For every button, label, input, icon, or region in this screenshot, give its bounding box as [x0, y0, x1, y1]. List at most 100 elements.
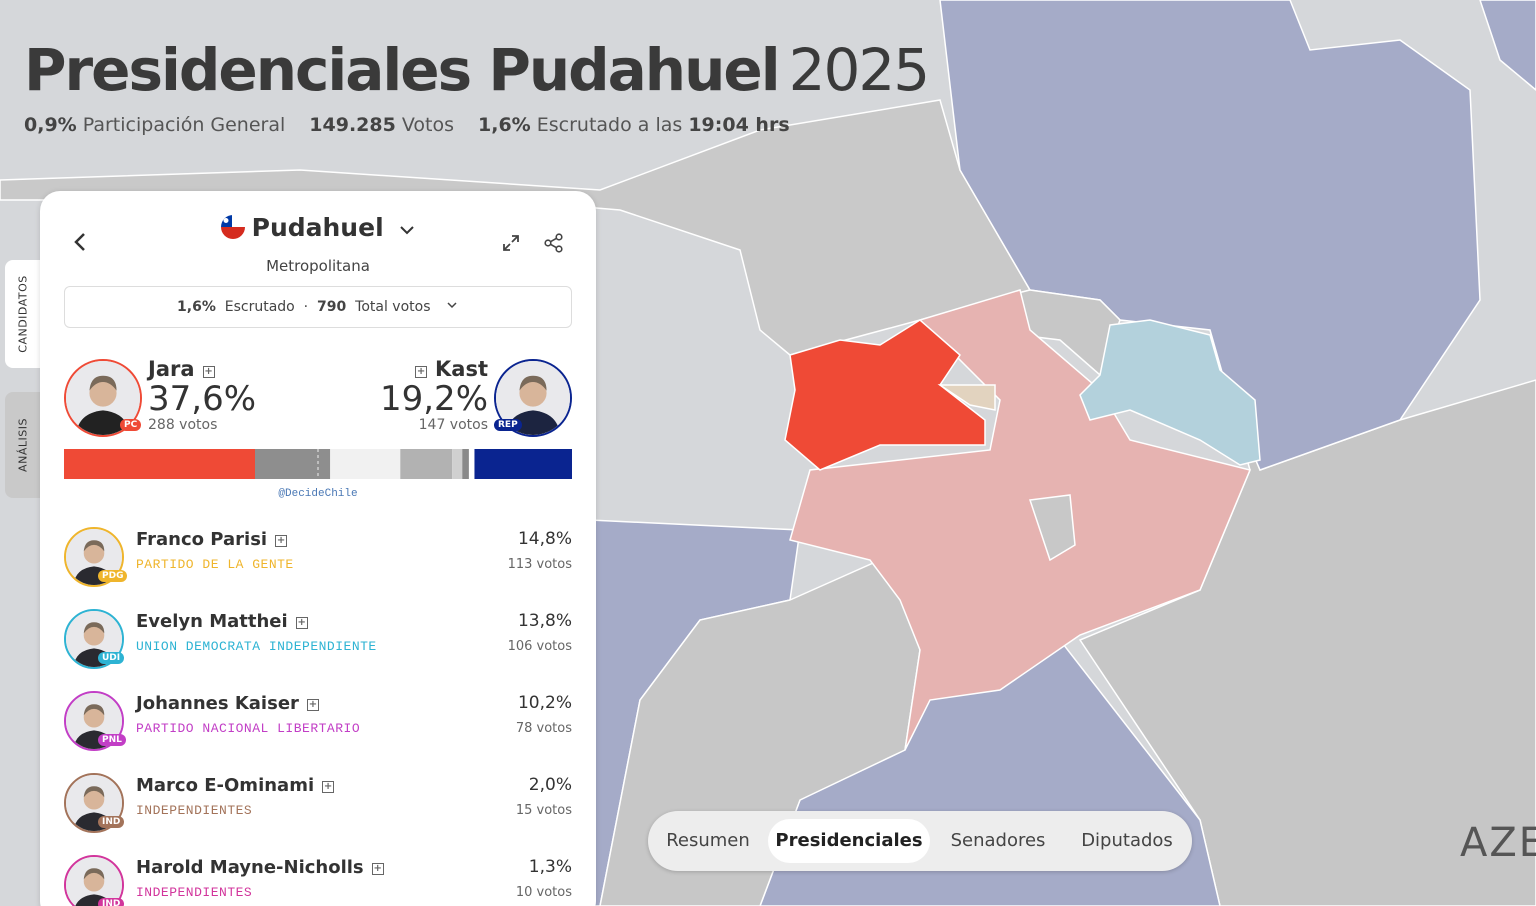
stat: 0,9% Participación General [24, 114, 285, 136]
candidate-row[interactable]: UDI Evelyn Matthei + UNION DEMOCRATA INDEPE… [64, 603, 572, 669]
stat: 149.285 Votos [309, 114, 454, 136]
portrait-hair [89, 375, 117, 391]
title-year: 2025 [788, 36, 931, 104]
separator: · [303, 299, 309, 315]
count-summary[interactable]: 1,6% Escrutado · 790 Total votos [64, 286, 572, 328]
total-label: Total votos [355, 299, 431, 315]
candidate-votes: 10 votos [515, 885, 572, 900]
candidate-percent: 13,8% [517, 611, 572, 631]
stat: 1,6% Escrutado a las 19:04 hrs [478, 114, 790, 136]
candidate-name: Franco Parisi [136, 529, 268, 550]
bar-segment [64, 449, 256, 479]
leader-name-row: Jara + [148, 357, 256, 381]
source-credit: @DecideChile [278, 488, 358, 500]
portrait-body [75, 410, 131, 435]
candidate-party: UNION DEMOCRATA INDEPENDIENTE [136, 639, 377, 654]
flag-icon [220, 215, 245, 239]
leader-info: Jara +37,6% 288 votos [148, 357, 256, 433]
stat-value: 149.285 [309, 114, 396, 136]
candidate-percent: 14,8% [517, 529, 572, 549]
portrait-hair [519, 375, 547, 391]
candidate-party: PARTIDO DE LA GENTE [136, 557, 294, 572]
nav-item[interactable]: Senadores [950, 830, 1046, 851]
leader-name-row: + Kast [380, 357, 488, 381]
stat-label: Participación General [82, 114, 286, 136]
candidate-votes: 113 votos [507, 557, 572, 572]
candidate-name: Johannes Kaiser [136, 693, 299, 714]
watermark: AZE [1460, 820, 1536, 866]
tab-analysis[interactable]: ANÁLISIS [5, 392, 40, 498]
expand-icon[interactable]: + [306, 699, 319, 711]
party-badge: PC [120, 419, 142, 431]
stat-time: 19:04 hrs [688, 114, 790, 136]
dropdown-icon [447, 302, 457, 309]
leader-votes: 288 votos [148, 417, 218, 433]
party-badge: IND [98, 816, 125, 828]
candidate-percent: 10,2% [517, 693, 572, 713]
portrait-head [83, 871, 105, 892]
stat-value: 0,9% [24, 114, 77, 136]
back-button[interactable] [70, 231, 90, 253]
candidate-name-row: Franco Parisi + [136, 529, 288, 550]
vote-bar [64, 449, 572, 479]
candidate-row[interactable]: IND Harold Mayne-Nicholls + INDEPENDIENTES 1… [64, 849, 572, 906]
candidate-party: INDEPENDIENTES [136, 885, 253, 900]
expand-icon[interactable]: + [371, 863, 384, 875]
expand-icon[interactable]: + [275, 535, 288, 547]
expand-button[interactable] [500, 232, 522, 254]
portrait-hair [83, 704, 105, 716]
candidate-name: Marco E-Ominami [136, 775, 315, 796]
tab-label: CANDIDATOS [16, 275, 29, 353]
bar-segment [452, 449, 463, 479]
candidate-name: Harold Mayne-Nicholls [136, 857, 364, 878]
leader-percent: 37,6% [148, 379, 257, 419]
bar-segment [330, 449, 401, 479]
dropdown-icon [400, 226, 415, 235]
candidate-votes: 15 votos [515, 803, 572, 818]
tab-candidates[interactable]: CANDIDATOS [5, 260, 40, 368]
party-badge: UDI [98, 652, 125, 664]
stat-value: 1,6% [478, 114, 531, 136]
page-title: Presidenciales Pudahuel 2025 [24, 36, 931, 104]
candidate-avatar [64, 609, 124, 669]
portrait-head [519, 379, 547, 407]
stat-label: Escrutado a las [536, 114, 683, 136]
expand-icon[interactable]: + [415, 366, 428, 378]
leader-name: Jara [148, 357, 195, 381]
nav-item[interactable]: Diputados [1081, 830, 1173, 851]
portrait-head [83, 543, 105, 564]
expand-icon[interactable]: + [295, 617, 308, 629]
share-button[interactable] [543, 232, 565, 254]
party-badge: PNL [98, 734, 126, 746]
tab-label: ANÁLISIS [16, 418, 29, 472]
title-text: Presidenciales Pudahuel [24, 36, 781, 104]
candidate-avatar [64, 691, 124, 751]
nav-item[interactable]: Presidenciales [768, 819, 930, 863]
expand-icon[interactable]: + [202, 366, 215, 378]
candidate-name-row: Johannes Kaiser + [136, 693, 319, 714]
candidate-row[interactable]: IND Marco E-Ominami + INDEPENDIENTES 2,0% 15 … [64, 767, 572, 833]
candidate-percent: 1,3% [528, 857, 572, 877]
bar-segment [255, 449, 331, 479]
expand-icon[interactable]: + [322, 781, 335, 793]
counted-label: Escrutado [224, 299, 295, 315]
portrait-head [83, 707, 105, 728]
nav-item[interactable]: Resumen [666, 830, 750, 851]
candidate-row[interactable]: PDG Franco Parisi + PARTIDO DE LA GENTE 14,8… [64, 521, 572, 587]
party-badge: PDG [98, 570, 128, 582]
bar-segment [474, 449, 572, 479]
party-badge: IND [98, 898, 125, 906]
portrait-head [89, 379, 117, 407]
candidate-party: INDEPENDIENTES [136, 803, 253, 818]
portrait-head [83, 625, 105, 646]
candidate-row[interactable]: PNL Johannes Kaiser + PARTIDO NACIONAL LIBE… [64, 685, 572, 751]
commune-selector[interactable]: Pudahuel [40, 213, 596, 242]
portrait-hair [83, 540, 105, 552]
stats: 0,9% Participación General 149.285 Votos 1… [24, 114, 814, 136]
candidate-name-row: Marco E-Ominami + [136, 775, 335, 796]
commune-name: Pudahuel [251, 213, 384, 242]
portrait-hair [83, 786, 105, 798]
region-name: Metropolitana [266, 257, 370, 275]
total-value: 790 [317, 299, 347, 315]
